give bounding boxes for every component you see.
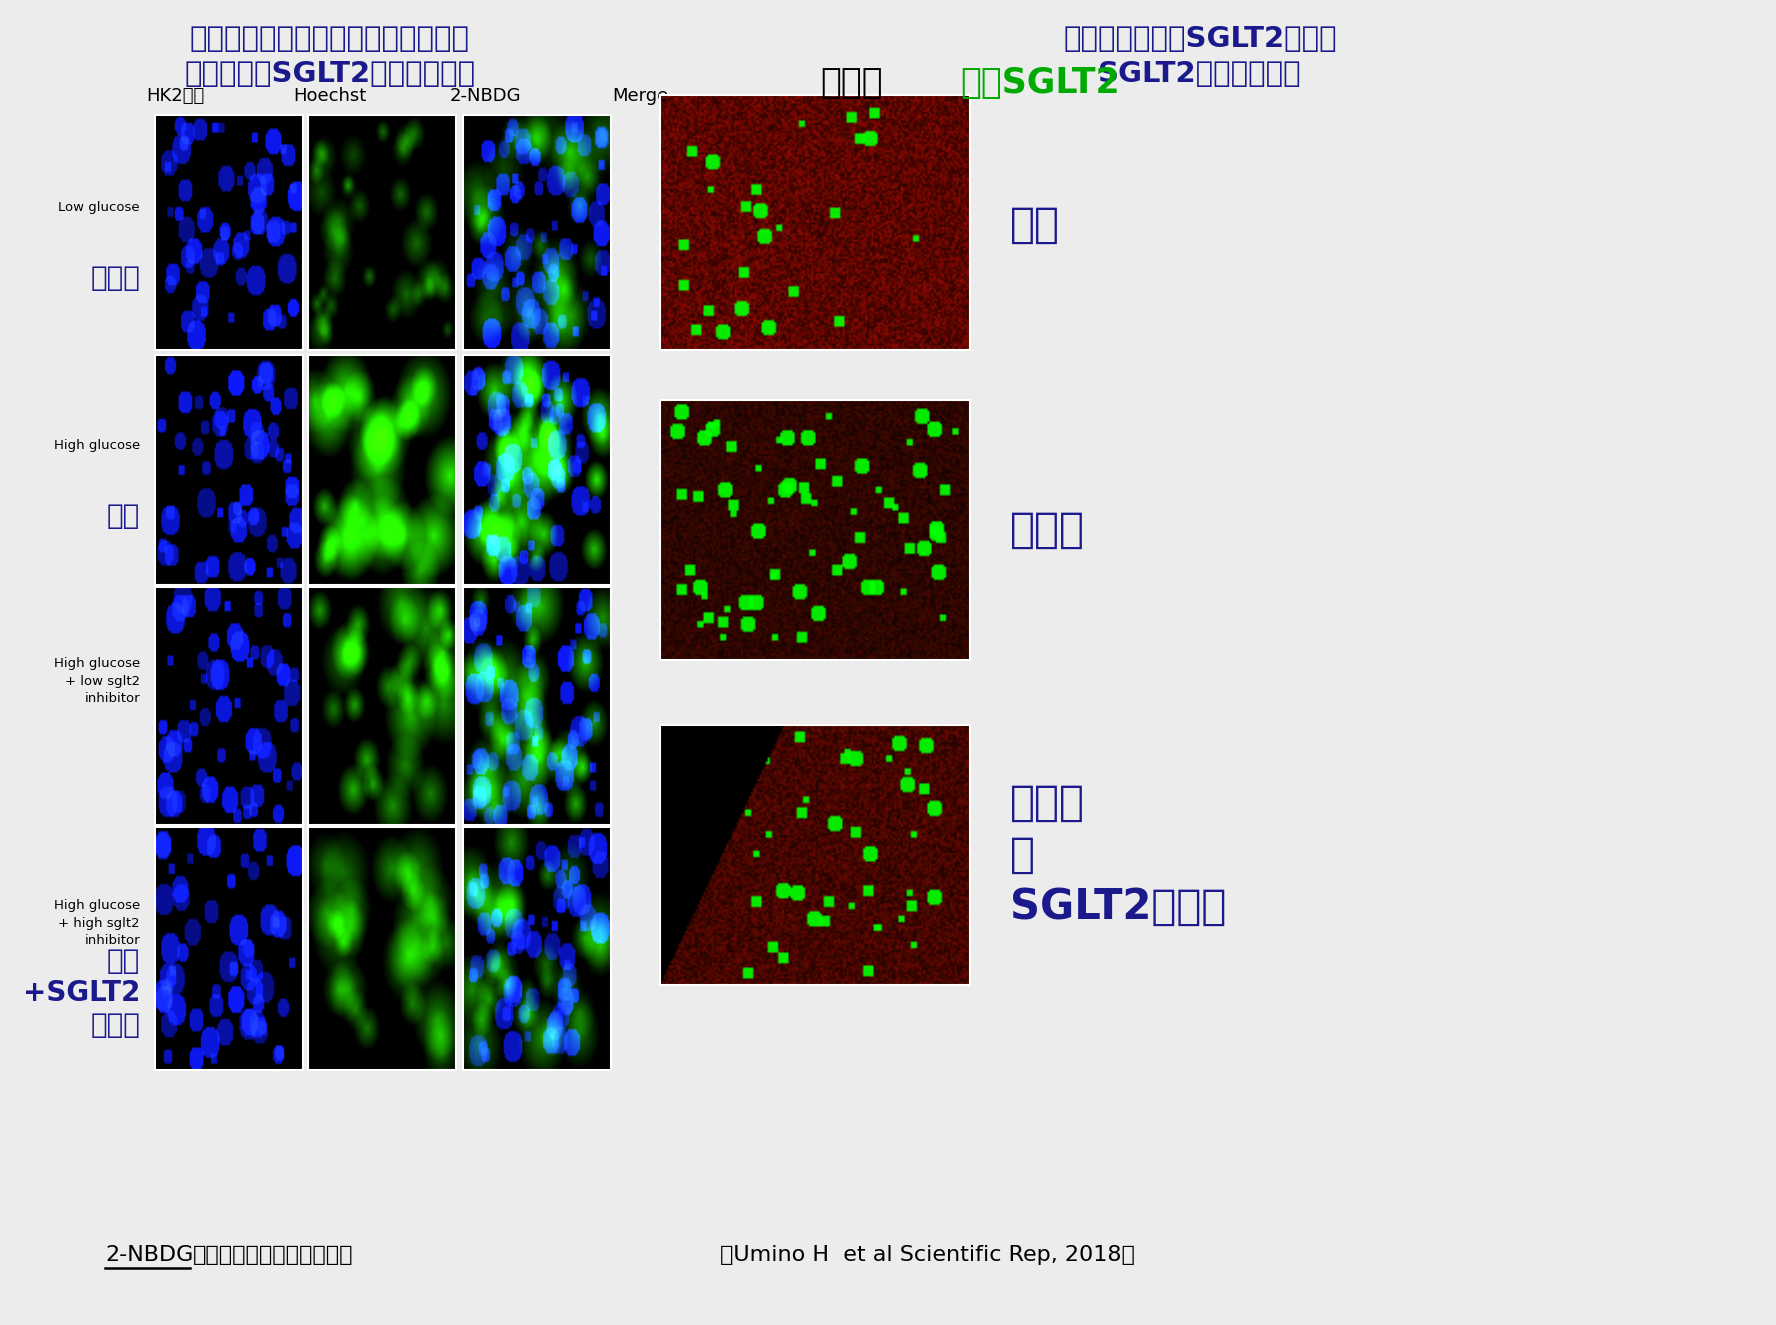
Text: 緑；SGLT2: 緑；SGLT2 <box>961 66 1119 99</box>
Bar <box>464 115 611 350</box>
Text: 正常糖: 正常糖 <box>91 264 140 292</box>
Bar <box>155 115 304 350</box>
Bar <box>661 95 970 350</box>
Bar <box>661 725 970 984</box>
Text: 高糖
+SGLT2
阻害剤: 高糖 +SGLT2 阻害剤 <box>23 946 140 1039</box>
Text: 2-NBDG: 2-NBDG <box>449 87 520 105</box>
Text: 腎尿細管細胞の糖取り込みに対する: 腎尿細管細胞の糖取り込みに対する <box>190 25 471 53</box>
Text: 健常: 健常 <box>1011 204 1060 246</box>
Bar <box>155 586 304 827</box>
Text: 糖尿病: 糖尿病 <box>1011 509 1085 551</box>
Text: SGLT2阻害剤の効果: SGLT2阻害剤の効果 <box>1098 60 1302 87</box>
Text: Low glucose: Low glucose <box>59 201 140 215</box>
Bar <box>464 586 611 827</box>
Text: 腎臓：: 腎臓： <box>821 66 883 99</box>
Text: 糖尿病
＋
SGLT2阻害剤: 糖尿病 ＋ SGLT2阻害剤 <box>1011 782 1227 928</box>
Text: 高糖: 高糖 <box>107 502 140 530</box>
Text: ：グルコースの蛍光標識体: ：グルコースの蛍光標識体 <box>194 1246 353 1265</box>
Text: High glucose
+ low sglt2
inhibitor: High glucose + low sglt2 inhibitor <box>53 657 140 705</box>
Bar <box>155 355 304 587</box>
Text: 2-NBDG: 2-NBDG <box>105 1246 194 1265</box>
Bar <box>307 115 456 350</box>
Text: 高糖およびSGLT2阻害剤の効果: 高糖およびSGLT2阻害剤の効果 <box>185 60 476 87</box>
Bar <box>464 825 611 1071</box>
Text: （Umino H  et al Scientific Rep, 2018）: （Umino H et al Scientific Rep, 2018） <box>719 1246 1135 1265</box>
Text: HK2細胞: HK2細胞 <box>146 87 204 105</box>
Text: Hoechst: Hoechst <box>293 87 366 105</box>
Text: High glucose: High glucose <box>53 440 140 453</box>
Bar <box>307 355 456 587</box>
Text: 糖尿病におけるSGLT2発現と: 糖尿病におけるSGLT2発現と <box>1064 25 1337 53</box>
Bar <box>155 825 304 1071</box>
Bar <box>464 355 611 587</box>
Bar <box>661 400 970 660</box>
Text: Merge: Merge <box>613 87 668 105</box>
Text: High glucose
+ high sglt2
inhibitor: High glucose + high sglt2 inhibitor <box>53 900 140 946</box>
Bar <box>307 586 456 827</box>
Bar <box>307 825 456 1071</box>
